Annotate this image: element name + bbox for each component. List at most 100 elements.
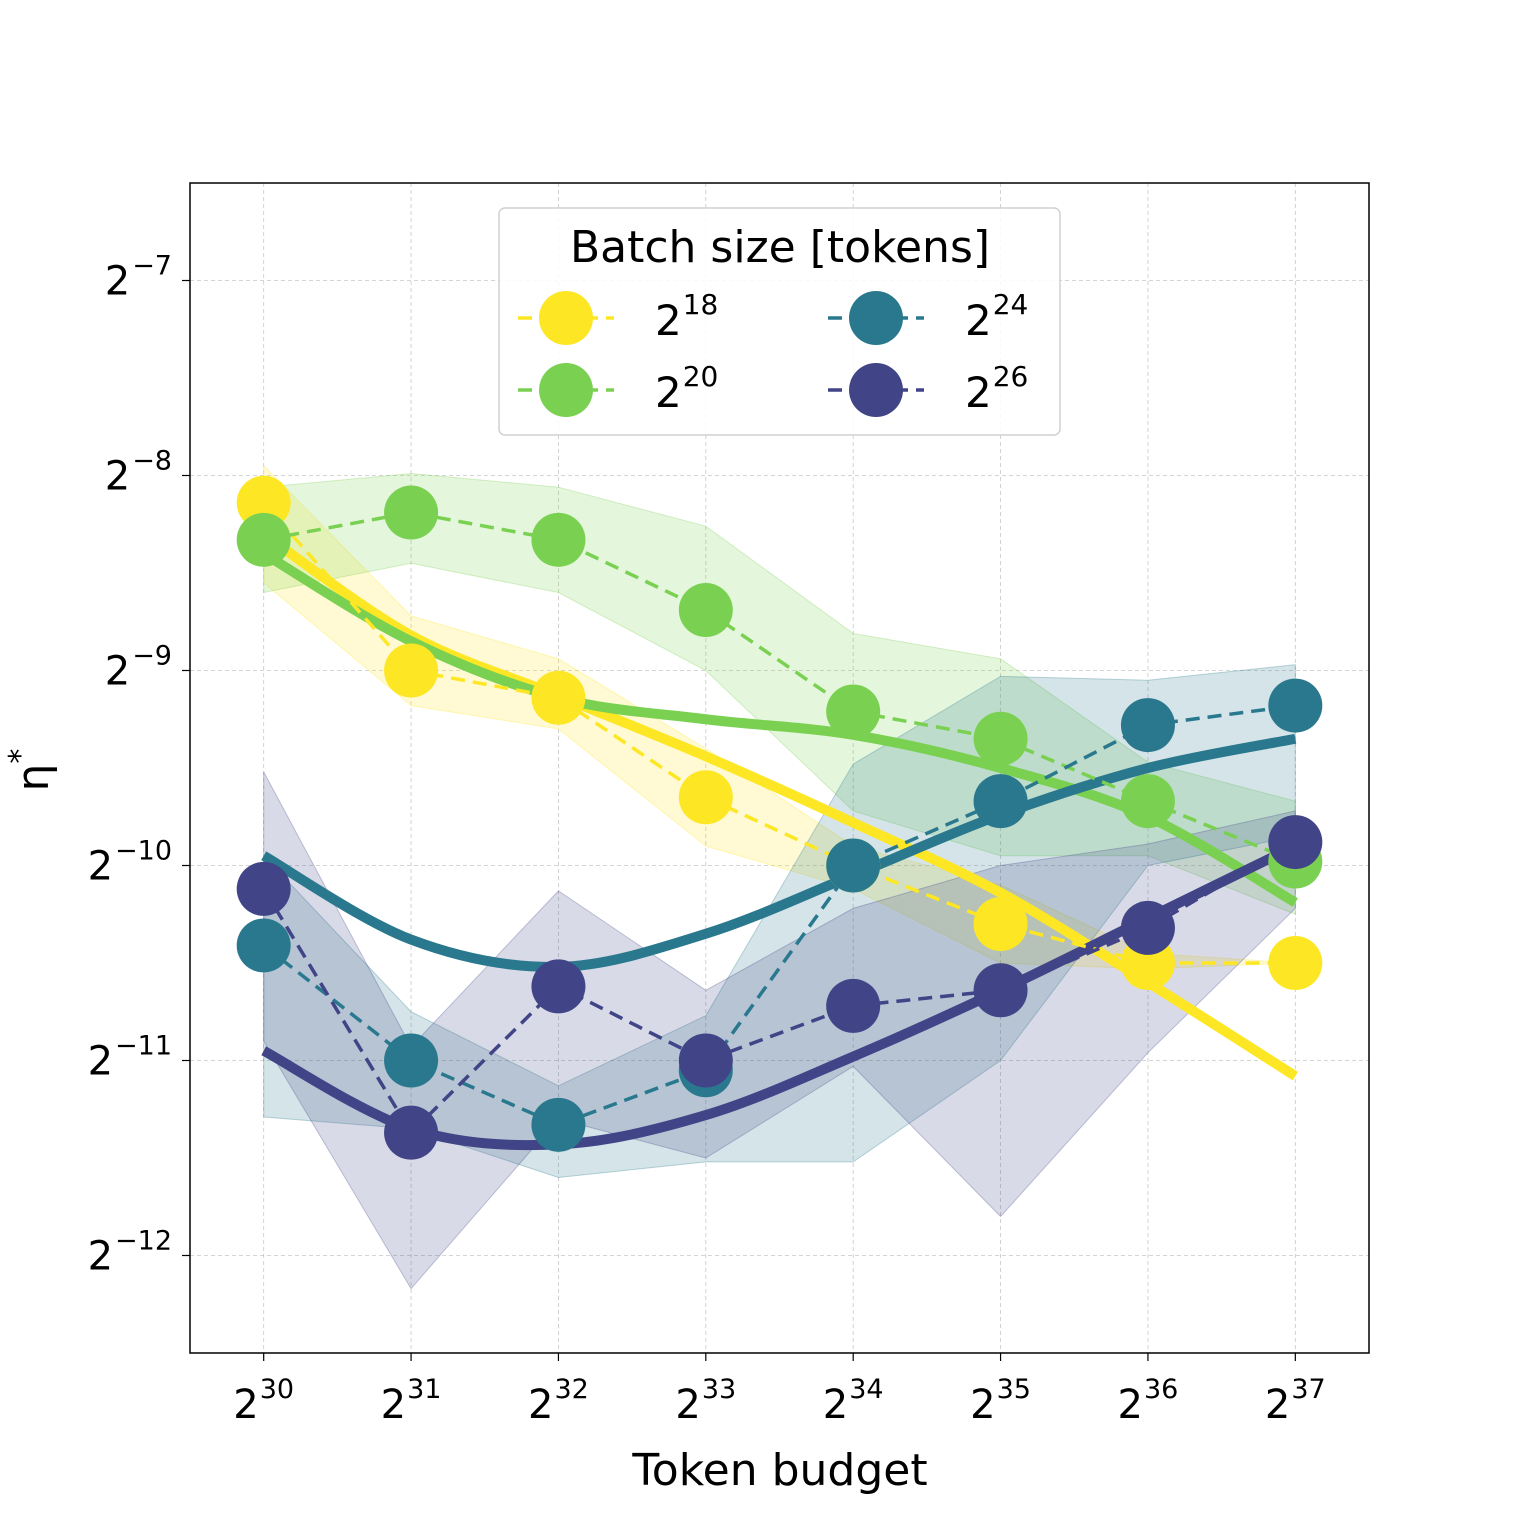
legend-item-26: 226 [828,360,1028,417]
x-tick-label-exponent: 33 [702,1374,736,1405]
series-20-point [1120,774,1175,829]
legend-item-20-label-exponent: 20 [683,360,719,393]
legend-item-18-label-exponent: 18 [683,288,719,321]
x-tick-label-base: 2 [1118,1382,1143,1428]
series-18-point [973,897,1028,951]
legend-item-24-label-exponent: 24 [993,288,1029,321]
y-axis-label: η* [3,749,59,792]
y-axis-ticks: 2−72−82−92−102−112−12 [88,251,190,1280]
series-18-point [1268,936,1323,990]
series-18-point [531,670,586,725]
x-tick-label: 232 [528,1374,589,1428]
legend-item-18-label-base: 2 [655,296,682,345]
x-tick-label-base: 2 [823,1382,848,1428]
legend-item-18: 218 [518,288,718,345]
series-20-point [236,512,291,567]
x-tick-label: 235 [970,1374,1031,1428]
series-24-point [384,1033,439,1088]
legend-box [498,207,1061,436]
series-26-point [1120,900,1175,955]
legend-item-20-marker [539,363,593,417]
series-24-fit-curve [261,733,1297,972]
series-24-point [826,838,881,893]
x-tick-label-base: 2 [381,1382,406,1428]
x-tick-label-base: 2 [1265,1382,1290,1428]
x-tick-label-base: 2 [970,1382,995,1428]
y-tick-label-exponent: −10 [115,836,172,867]
x-tick-label: 231 [381,1374,442,1428]
x-tick-label-exponent: 30 [260,1374,294,1405]
series-24-line [262,703,1296,1127]
y-tick-label: 2−12 [88,1226,172,1280]
series-26-point [678,1033,733,1088]
series-24-point [1268,678,1323,733]
legend-item-20: 220 [518,360,718,417]
series-26-point [973,963,1028,1018]
y-tick-label-exponent: −12 [115,1226,172,1257]
x-tick-label-exponent: 34 [849,1374,883,1405]
y-tick-label-base: 2 [88,1234,113,1280]
y-axis-label-star: * [3,749,38,764]
x-tick-label: 233 [675,1374,736,1428]
legend-item-24-label-base: 2 [965,296,992,345]
legend-item-26-label: 226 [965,360,1028,417]
series-24-point [1120,698,1175,753]
x-tick-label: 230 [233,1374,294,1428]
y-tick-label-exponent: −9 [132,641,172,672]
series-26-point [384,1105,439,1160]
x-tick-label-base: 2 [233,1382,258,1428]
series-points [236,475,1323,1160]
series-20-point [826,684,881,739]
y-axis-label-symbol: η [8,764,59,792]
legend-item-20-label: 220 [655,360,718,417]
legend-item-24-label: 224 [965,288,1028,345]
legend-item-26-marker [849,363,903,417]
x-tick-label-exponent: 31 [407,1374,441,1405]
y-tick-label-base: 2 [105,649,130,695]
series-18-band [263,464,1296,970]
x-tick-label-base: 2 [528,1382,553,1428]
x-tick-label-exponent: 36 [1144,1374,1178,1405]
legend-item-26-label-base: 2 [965,368,992,417]
legend-item-24-marker [849,291,903,345]
series-18-point [678,770,733,825]
x-axis-label: Token budget [631,1445,927,1496]
plot-frame [189,182,1370,1354]
y-tick-label-exponent: −7 [132,251,172,282]
y-tick-label-exponent: −8 [132,446,172,477]
series-26-line [262,840,1297,1136]
series-26-point [1268,815,1323,870]
confidence-bands [263,464,1296,1290]
y-tick-label: 2−11 [88,1031,172,1085]
y-tick-label-base: 2 [105,454,130,500]
y-tick-label: 2−9 [105,641,172,695]
series-26-band [263,771,1296,1290]
series-18-point [384,643,439,698]
series-24-point [531,1097,586,1152]
x-tick-label-base: 2 [675,1382,700,1428]
legend-item-18-marker [539,291,593,345]
series-24-point [973,774,1028,829]
x-tick-label-exponent: 32 [554,1374,588,1405]
y-tick-label: 2−7 [105,251,172,305]
series-20-point [973,711,1028,766]
series-20-point [678,583,733,638]
x-axis-ticks: 230 231 232 233 234 235 236 237 [233,1353,1326,1428]
y-tick-label-base: 2 [88,1039,113,1085]
y-tick-label: 2−8 [105,446,172,500]
series-26-point [826,978,881,1033]
series-20-point [531,512,586,567]
x-tick-label: 237 [1265,1374,1326,1428]
x-tick-label: 236 [1118,1374,1179,1428]
legend-title: Batch size [tokens] [570,222,990,273]
legend-item-26-label-exponent: 26 [993,360,1029,393]
y-tick-label-base: 2 [88,844,113,890]
series-18-point [236,475,291,530]
y-tick-label-exponent: −11 [115,1031,172,1062]
x-tick-label-exponent: 35 [997,1374,1031,1405]
y-tick-label: 2−10 [88,836,172,890]
series-24-point [236,918,291,973]
x-tick-label-exponent: 37 [1291,1374,1325,1405]
y-tick-label-base: 2 [105,259,130,305]
